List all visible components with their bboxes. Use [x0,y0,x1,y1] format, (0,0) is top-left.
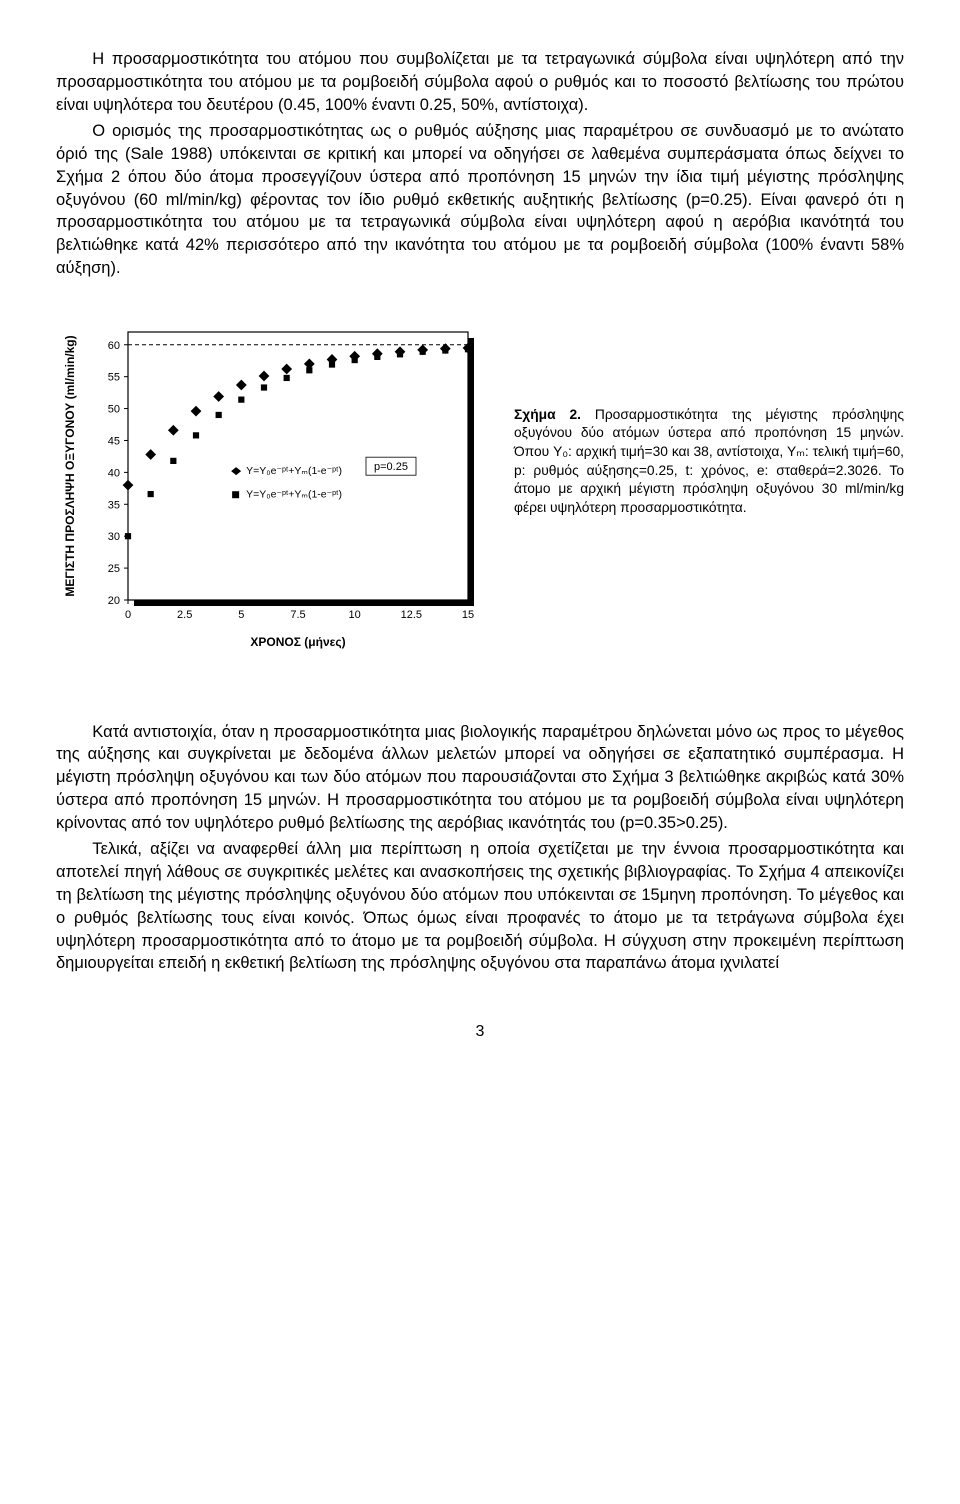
svg-text:30: 30 [108,531,120,543]
paragraph-4: Τελικά, αξίζει να αναφερθεί άλλη μια περ… [56,838,904,975]
svg-text:ΜΕΓΙΣΤΗ ΠΡΟΣΛΗΨΗ ΟΞΥΓΟΝΟΥ (: ΜΕΓΙΣΤΗ ΠΡΟΣΛΗΨΗ ΟΞΥΓΟΝΟΥ (ml/min/kg) [63,335,77,596]
svg-text:20: 20 [108,595,120,607]
svg-text:2.5: 2.5 [177,609,192,621]
svg-text:55: 55 [108,371,120,383]
caption-label: Σχήμα 2. [514,407,581,422]
page-number: 3 [56,1023,904,1041]
svg-text:15: 15 [462,609,474,621]
chart-container: 20 25 30 35 40 45 50 55 60 0 2.5 5 7.5 10 12.5 15 ΧΡΟΝΟΣ… [56,316,486,661]
svg-text:p=0.25: p=0.25 [374,461,408,473]
svg-text:ΧΡΟΝΟΣ (μήνες): ΧΡΟΝΟΣ (μήνες) [250,635,345,649]
svg-text:Y=Y₀e⁻ᵖᵗ+Yₘ(1-e⁻ᵖᵗ): Y=Y₀e⁻ᵖᵗ+Yₘ(1-e⁻ᵖᵗ) [246,465,342,477]
svg-text:50: 50 [108,403,120,415]
paragraph-3: Κατά αντιστοιχία, όταν η προσαρμοστικότη… [56,721,904,835]
svg-text:12.5: 12.5 [401,609,422,621]
svg-text:5: 5 [238,609,244,621]
scatter-chart: 20 25 30 35 40 45 50 55 60 0 2.5 5 7.5 10 12.5 15 ΧΡΟΝΟΣ… [56,316,486,656]
svg-text:0: 0 [125,609,131,621]
svg-text:45: 45 [108,435,120,447]
paragraph-2: Ο ορισμός της προσαρμοστικότητας ως ο ρυ… [56,120,904,279]
svg-text:35: 35 [108,499,120,511]
svg-text:7.5: 7.5 [290,609,305,621]
caption-body: Προσαρμοστικότητα της μέγιστης πρόσληψης… [514,407,904,515]
svg-text:40: 40 [108,467,120,479]
figure-caption: Σχήμα 2. Προσαρμοστικότητα της μέγιστης … [514,406,904,518]
figure-2: 20 25 30 35 40 45 50 55 60 0 2.5 5 7.5 10 12.5 15 ΧΡΟΝΟΣ… [56,316,904,661]
svg-text:60: 60 [108,339,120,351]
paragraph-1: Η προσαρμοστικότητα του ατόμου που συμβο… [56,48,904,116]
svg-text:Y=Y₀e⁻ᵖᵗ+Yₘ(1-e⁻ᵖᵗ): Y=Y₀e⁻ᵖᵗ+Yₘ(1-e⁻ᵖᵗ) [246,488,342,500]
svg-text:10: 10 [349,609,361,621]
svg-text:25: 25 [108,563,120,575]
